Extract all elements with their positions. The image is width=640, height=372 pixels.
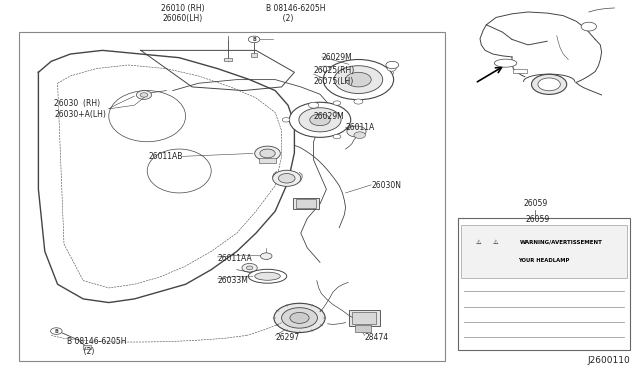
Circle shape: [140, 93, 148, 97]
Circle shape: [51, 328, 62, 334]
Ellipse shape: [255, 272, 280, 280]
Circle shape: [334, 66, 383, 93]
Circle shape: [333, 101, 340, 105]
Circle shape: [386, 61, 399, 69]
Text: 26011A: 26011A: [346, 123, 375, 132]
Text: 26010 (RH)
26060(LH): 26010 (RH) 26060(LH): [161, 4, 204, 23]
Text: ⚠: ⚠: [493, 240, 499, 245]
Text: 28474: 28474: [365, 333, 389, 342]
Circle shape: [282, 118, 290, 122]
Bar: [355, 325, 371, 332]
Bar: [458, 218, 630, 350]
Bar: [83, 345, 91, 349]
Bar: [513, 69, 527, 73]
Ellipse shape: [147, 149, 211, 193]
Circle shape: [387, 66, 396, 71]
Text: B 08146-6205H
       (2): B 08146-6205H (2): [67, 337, 127, 356]
Text: J2600110: J2600110: [588, 356, 630, 365]
Circle shape: [289, 102, 351, 137]
Text: 26030N: 26030N: [371, 181, 401, 190]
Bar: [296, 199, 316, 208]
Circle shape: [260, 253, 272, 259]
Bar: [461, 225, 627, 278]
Text: 26029M: 26029M: [314, 112, 344, 121]
Ellipse shape: [109, 90, 186, 142]
Text: YOUR HEADLAMP: YOUR HEADLAMP: [518, 258, 570, 263]
Circle shape: [274, 303, 325, 333]
Bar: [352, 312, 376, 324]
Text: 26033M: 26033M: [218, 276, 248, 285]
Bar: [259, 158, 276, 163]
Text: 26029M: 26029M: [322, 53, 353, 62]
Circle shape: [136, 90, 152, 99]
Circle shape: [321, 66, 330, 71]
Bar: [19, 32, 445, 361]
Circle shape: [347, 126, 366, 137]
Bar: [349, 310, 380, 326]
Circle shape: [282, 308, 317, 328]
Circle shape: [354, 99, 363, 104]
Circle shape: [333, 134, 340, 139]
Circle shape: [323, 60, 394, 100]
Circle shape: [273, 170, 301, 186]
Text: 26297: 26297: [275, 333, 300, 342]
Ellipse shape: [248, 269, 287, 283]
Circle shape: [581, 22, 596, 31]
Circle shape: [308, 102, 319, 108]
Text: WARNING/AVERTISSEMENT: WARNING/AVERTISSEMENT: [520, 240, 603, 245]
Text: 26011AB: 26011AB: [148, 152, 182, 161]
Circle shape: [354, 132, 365, 138]
Circle shape: [310, 114, 330, 126]
Circle shape: [246, 266, 253, 270]
Bar: [293, 198, 319, 209]
Ellipse shape: [495, 59, 517, 67]
Circle shape: [299, 108, 341, 132]
Text: 26011AA: 26011AA: [218, 254, 252, 263]
Circle shape: [278, 174, 295, 183]
Text: ⚠: ⚠: [476, 240, 481, 245]
Ellipse shape: [531, 74, 567, 94]
Bar: [224, 58, 232, 61]
Text: B: B: [252, 37, 256, 42]
Circle shape: [290, 312, 309, 323]
Circle shape: [242, 263, 257, 272]
Circle shape: [346, 72, 371, 87]
Ellipse shape: [538, 78, 561, 91]
Circle shape: [255, 146, 280, 161]
Text: 26030  (RH)
26030+A(LH): 26030 (RH) 26030+A(LH): [54, 99, 106, 119]
Text: B: B: [54, 328, 58, 334]
Text: 26059: 26059: [524, 199, 547, 208]
Text: 26025(RH)
26075(LH): 26025(RH) 26075(LH): [314, 66, 355, 86]
Text: B 08146-6205H
       (2): B 08146-6205H (2): [266, 4, 325, 23]
Circle shape: [260, 149, 275, 158]
Text: 26059: 26059: [525, 215, 550, 224]
Bar: [251, 53, 257, 57]
Circle shape: [248, 36, 260, 43]
